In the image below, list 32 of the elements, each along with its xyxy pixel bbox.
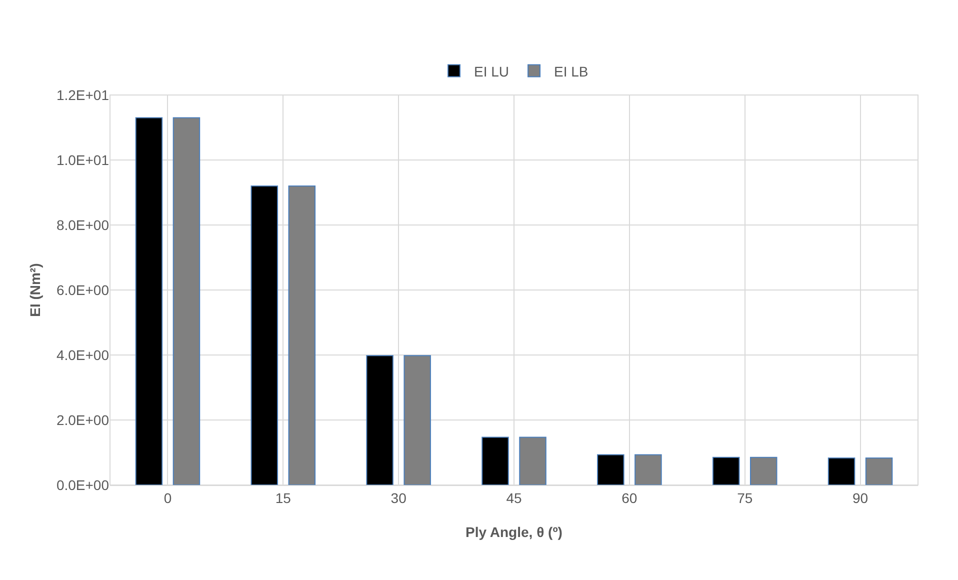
- bar: [172, 117, 200, 485]
- bar: [865, 458, 893, 485]
- x-tick-label: 60: [622, 490, 638, 506]
- x-axis-title: Ply Angle, θ (º): [466, 524, 562, 540]
- x-tick-label: 90: [852, 490, 868, 506]
- bar: [288, 186, 316, 485]
- bar: [482, 436, 509, 485]
- x-tick-label: 0: [164, 490, 172, 506]
- y-tick-label: 0.0E+00: [56, 476, 110, 493]
- y-axis-title: EI (Nm²): [27, 263, 44, 317]
- y-tick-label: 4.0E+00: [56, 346, 110, 363]
- bar: [597, 454, 624, 485]
- x-tick-label: 15: [275, 490, 292, 506]
- x-tick-label: 30: [390, 490, 407, 506]
- y-tick-label: 6.0E+00: [56, 282, 110, 298]
- x-tick-label: 75: [737, 490, 753, 506]
- x-tick-label: 45: [506, 490, 522, 506]
- bar: [828, 458, 856, 485]
- y-tick-label: 1.2E+01: [56, 86, 110, 103]
- bar: [519, 436, 546, 485]
- bar: [634, 454, 662, 485]
- bar: [750, 456, 778, 485]
- y-tick-label: 8.0E+00: [56, 216, 110, 233]
- bar: [250, 186, 278, 485]
- bar: [135, 117, 163, 485]
- y-tick-label: 2.0E+00: [56, 412, 110, 428]
- bar: [404, 355, 431, 485]
- y-tick-label: 1.0E+01: [56, 152, 110, 168]
- legend-label: EI LU: [474, 63, 510, 80]
- bar: [712, 456, 740, 485]
- bar: [366, 355, 394, 485]
- legend-label: EI LB: [554, 63, 588, 80]
